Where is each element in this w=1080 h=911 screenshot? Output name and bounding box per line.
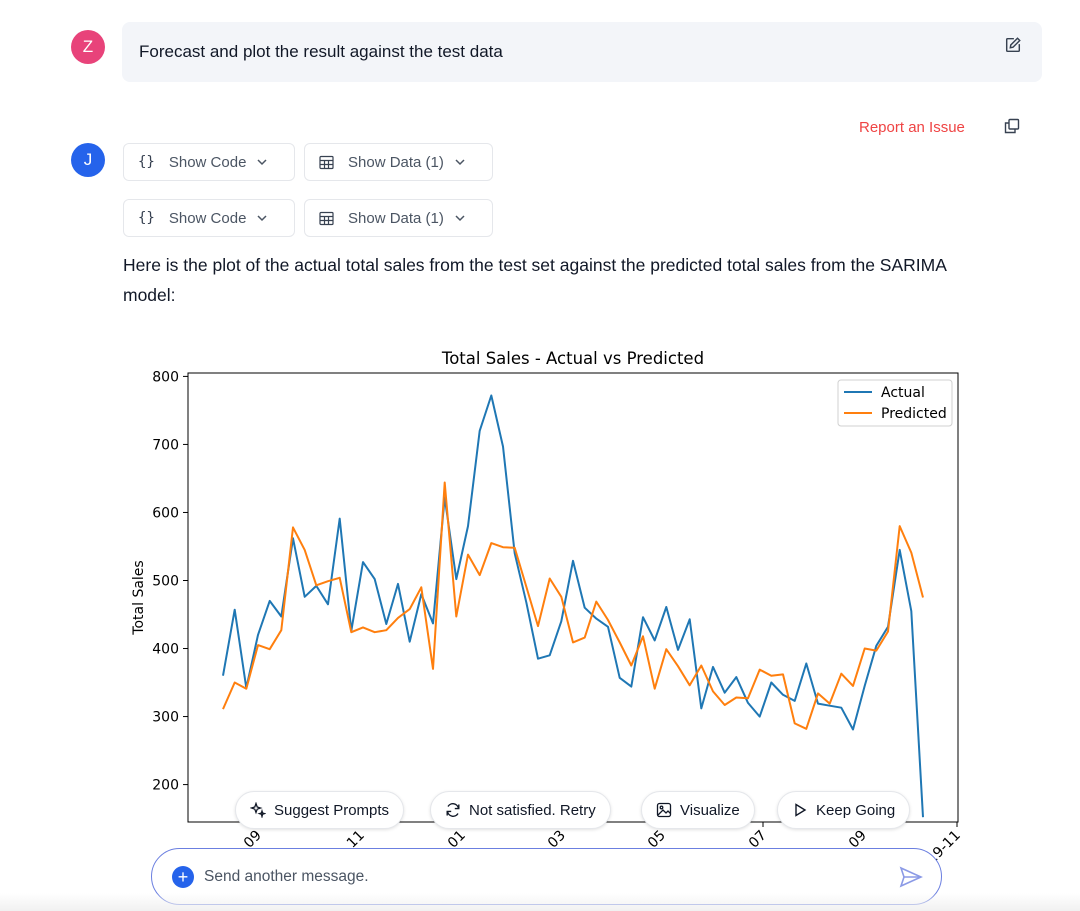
- show-code-button[interactable]: {} Show Code: [123, 199, 295, 237]
- legend-label: Actual: [881, 385, 925, 401]
- assistant-answer-text: Here is the plot of the actual total sal…: [123, 255, 946, 305]
- table-icon: [319, 211, 334, 226]
- message-composer: +: [151, 848, 942, 905]
- report-issue-link[interactable]: Report an Issue: [859, 119, 965, 136]
- retry-button[interactable]: Not satisfied. Retry: [430, 791, 611, 829]
- y-axis-label: Total Sales: [131, 560, 147, 635]
- show-data-button[interactable]: Show Data (1): [304, 143, 493, 181]
- show-code-label: Show Code: [168, 209, 247, 227]
- y-tick-label: 300: [152, 710, 179, 726]
- show-code-label: Show Code: [168, 153, 247, 171]
- legend-label: Predicted: [881, 406, 947, 422]
- series-line-actual: [222, 394, 924, 818]
- keep-going-label: Keep Going: [816, 801, 896, 819]
- chevron-down-icon: [454, 212, 466, 224]
- plot-frame: [187, 372, 959, 823]
- visualize-button[interactable]: Visualize: [641, 791, 755, 829]
- show-data-label: Show Data (1): [348, 209, 444, 227]
- y-tick-label: 600: [152, 505, 179, 521]
- table-icon: [319, 155, 334, 170]
- user-message-text: Forecast and plot the result against the…: [139, 42, 503, 61]
- suggest-prompts-button[interactable]: Suggest Prompts: [235, 791, 405, 829]
- show-data-label: Show Data (1): [348, 153, 444, 171]
- code-braces-icon: {}: [138, 154, 155, 170]
- series-line-predicted: [222, 481, 924, 730]
- chevron-down-icon: [256, 156, 268, 168]
- y-tick-label: 700: [152, 437, 179, 453]
- show-code-button[interactable]: {} Show Code: [123, 143, 295, 181]
- play-icon: [795, 803, 807, 817]
- assistant-avatar: J: [71, 143, 105, 177]
- send-icon[interactable]: [899, 866, 923, 888]
- retry-label: Not satisfied. Retry: [469, 801, 596, 819]
- show-data-button[interactable]: Show Data (1): [304, 199, 493, 237]
- y-tick-label: 800: [152, 369, 179, 385]
- y-tick-label: 200: [152, 778, 179, 794]
- copy-icon[interactable]: [1004, 118, 1020, 134]
- user-message-bubble: Forecast and plot the result against the…: [122, 22, 1042, 82]
- code-braces-icon: {}: [138, 210, 155, 226]
- visualize-label: Visualize: [680, 801, 740, 819]
- edit-icon[interactable]: [1004, 36, 1022, 54]
- y-tick-label: 400: [152, 642, 179, 658]
- user-avatar: Z: [71, 30, 105, 64]
- suggest-prompts-label: Suggest Prompts: [274, 801, 390, 819]
- image-icon: [656, 802, 672, 818]
- keep-going-button[interactable]: Keep Going: [777, 791, 911, 829]
- chart-title: Total Sales - Actual vs Predicted: [441, 349, 704, 368]
- y-tick-label: 500: [152, 573, 179, 589]
- chevron-down-icon: [256, 212, 268, 224]
- refresh-icon: [446, 803, 460, 817]
- sales-chart: Total Sales - Actual vs Predicted Total S…: [131, 349, 964, 878]
- sparkle-icon: [250, 802, 266, 818]
- chevron-down-icon: [454, 156, 466, 168]
- plus-icon[interactable]: +: [172, 865, 194, 888]
- message-input[interactable]: [204, 867, 864, 886]
